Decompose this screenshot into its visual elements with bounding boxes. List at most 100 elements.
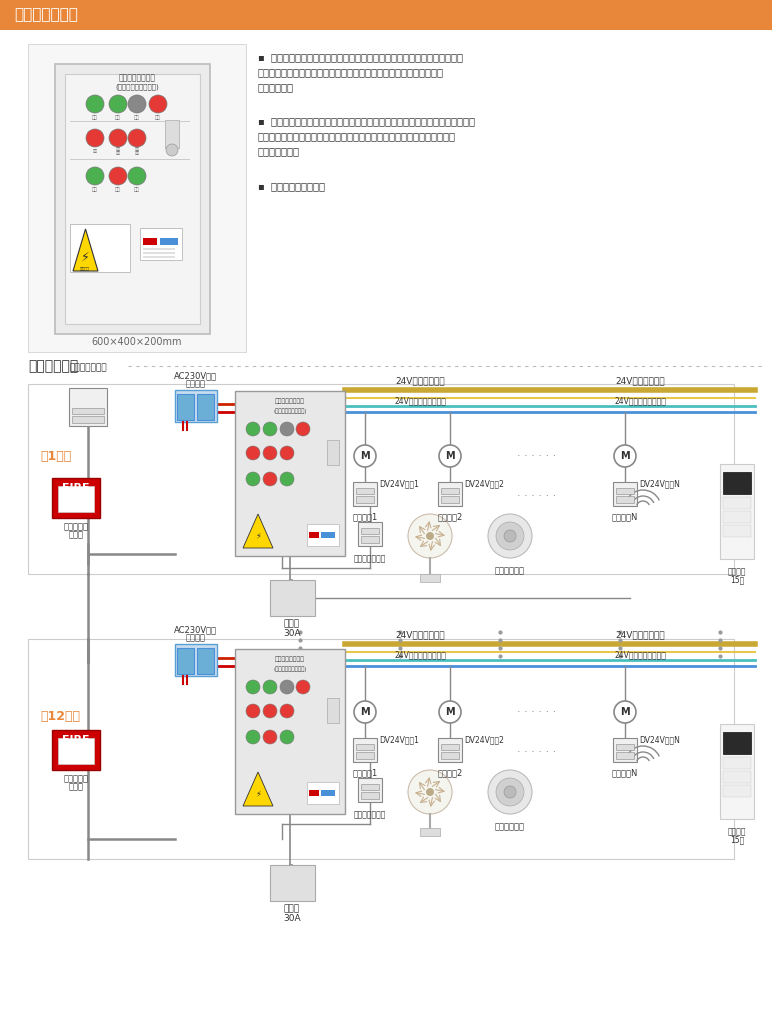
- Text: 24V直流电源输出: 24V直流电源输出: [615, 376, 665, 385]
- Bar: [0, 0, 772, 30]
- Text: 自动: 自动: [134, 115, 140, 120]
- Text: M: M: [361, 451, 370, 461]
- Bar: [723, 771, 751, 783]
- Text: 电源开关: 电源开关: [186, 379, 206, 388]
- Text: DV24V电机1: DV24V电机1: [379, 735, 419, 744]
- Bar: [175, 390, 217, 422]
- Text: (消防电动开窗机设备): (消防电动开窗机设备): [273, 667, 306, 672]
- Bar: [358, 778, 382, 802]
- Circle shape: [496, 522, 524, 550]
- Circle shape: [280, 680, 294, 694]
- Circle shape: [86, 167, 104, 185]
- Text: 控制箱分控开关: 控制箱分控开关: [354, 810, 386, 819]
- Circle shape: [614, 445, 636, 467]
- Circle shape: [246, 705, 260, 718]
- Bar: [140, 228, 182, 260]
- Text: 电源开关: 电源开关: [186, 633, 206, 642]
- Bar: [616, 496, 634, 503]
- Bar: [613, 482, 637, 506]
- Circle shape: [109, 129, 127, 147]
- Bar: [353, 482, 377, 506]
- Text: 控制箱分控开关: 控制箱分控开关: [354, 554, 386, 563]
- Text: 24V直流电源输出: 24V直流电源输出: [615, 630, 665, 639]
- Bar: [177, 648, 194, 674]
- Text: 有电危险: 有电危险: [80, 267, 90, 271]
- Text: 24V直流电源输出: 24V直流电源输出: [395, 376, 445, 385]
- Text: AC230V交流: AC230V交流: [174, 625, 218, 634]
- Text: 控制箱总控开关: 控制箱总控开关: [69, 362, 107, 372]
- Circle shape: [128, 129, 146, 147]
- Bar: [616, 744, 634, 750]
- Text: 开窗: 开窗: [92, 186, 98, 191]
- Bar: [356, 744, 374, 750]
- Text: 30A: 30A: [283, 629, 301, 638]
- Bar: [353, 738, 377, 762]
- Text: 24V直流电源输出: 24V直流电源输出: [395, 630, 445, 639]
- Bar: [327, 698, 339, 723]
- Bar: [723, 511, 751, 523]
- Text: 24V两线制级联信号线: 24V两线制级联信号线: [614, 396, 666, 406]
- Circle shape: [280, 422, 294, 436]
- Text: 级联开关N: 级联开关N: [612, 768, 638, 777]
- Text: 30A: 30A: [283, 914, 301, 923]
- Text: 带反馈: 带反馈: [69, 782, 83, 791]
- Bar: [723, 785, 751, 797]
- Bar: [321, 532, 335, 538]
- Text: ▪  使用环境条件：室内: ▪ 使用环境条件：室内: [258, 181, 325, 191]
- Text: 运行: 运行: [115, 115, 121, 120]
- Circle shape: [263, 730, 277, 744]
- Bar: [72, 408, 104, 414]
- Circle shape: [426, 788, 434, 796]
- Circle shape: [488, 514, 532, 558]
- Circle shape: [263, 446, 277, 460]
- Bar: [307, 524, 339, 546]
- Text: 电源: 电源: [92, 115, 98, 120]
- Text: 控制方案参考: 控制方案参考: [28, 359, 78, 373]
- Text: ⚡: ⚡: [255, 790, 261, 799]
- Text: 可外接感应器: 可外接感应器: [495, 822, 525, 831]
- Bar: [441, 744, 459, 750]
- Bar: [165, 120, 179, 148]
- Circle shape: [166, 144, 178, 156]
- Bar: [52, 730, 100, 770]
- Text: 24V两线制级联信号线: 24V两线制级联信号线: [394, 650, 446, 659]
- Bar: [270, 580, 315, 616]
- Circle shape: [109, 167, 127, 185]
- Text: M: M: [620, 451, 630, 461]
- Text: DV24V电机1: DV24V电机1: [379, 479, 419, 488]
- Bar: [356, 496, 374, 503]
- Circle shape: [263, 680, 277, 694]
- Bar: [58, 486, 94, 512]
- Bar: [327, 440, 339, 465]
- Text: 级联开关2: 级联开关2: [438, 768, 462, 777]
- Bar: [69, 388, 107, 426]
- Text: 级联开关1: 级联开关1: [352, 512, 378, 521]
- Polygon shape: [243, 514, 273, 548]
- Circle shape: [109, 95, 127, 113]
- Text: FIRE: FIRE: [63, 483, 90, 493]
- Text: 可外接感应器: 可外接感应器: [495, 566, 525, 575]
- Bar: [361, 792, 379, 799]
- Bar: [197, 394, 214, 420]
- Bar: [235, 649, 345, 814]
- Bar: [309, 532, 319, 538]
- Text: DV24V电机2: DV24V电机2: [464, 735, 504, 744]
- Text: 停止: 停止: [115, 186, 121, 191]
- Text: · · · · · ·: · · · · · ·: [517, 746, 557, 757]
- Bar: [65, 74, 200, 324]
- Text: M: M: [361, 707, 370, 717]
- Bar: [723, 497, 751, 509]
- Text: DV24V电机2: DV24V电机2: [464, 479, 504, 488]
- Text: 15频: 15频: [730, 575, 744, 584]
- Bar: [143, 252, 175, 254]
- Bar: [616, 752, 634, 759]
- Text: FIRE: FIRE: [63, 735, 90, 745]
- Text: 联动
联动: 联动 联动: [134, 146, 140, 156]
- Text: 消防电气控制装置: 消防电气控制装置: [275, 656, 305, 662]
- Circle shape: [354, 445, 376, 467]
- Text: 第12层楼: 第12层楼: [40, 710, 80, 723]
- Circle shape: [504, 786, 516, 798]
- Text: ⚡: ⚡: [255, 531, 261, 541]
- Bar: [28, 639, 734, 859]
- Bar: [420, 828, 440, 836]
